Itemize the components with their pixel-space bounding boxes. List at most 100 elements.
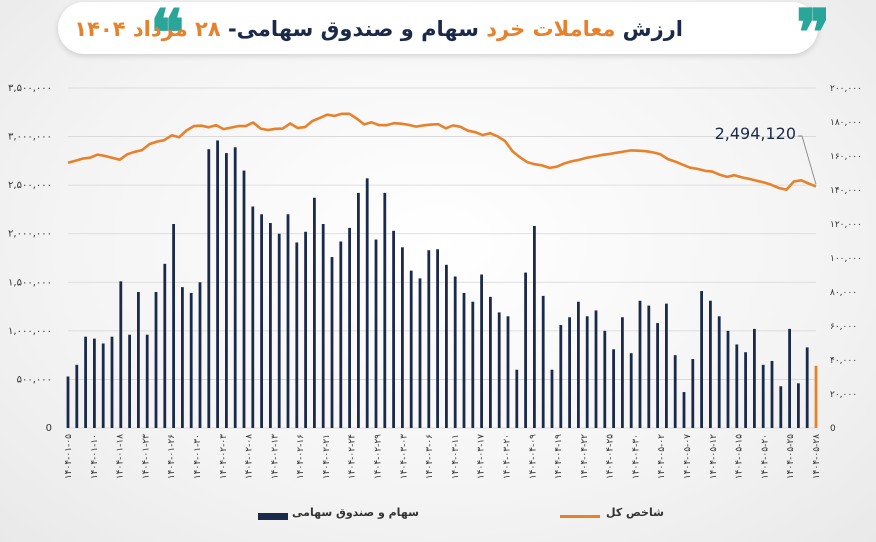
- bar: [251, 206, 255, 428]
- bar: [436, 249, 439, 428]
- legend-bar-swatch: [258, 513, 288, 520]
- x-tick-label: ۱۴۰۴-۰۱-۲۶: [167, 434, 177, 479]
- x-tick-label: ۱۴۰۴-۰۲-۲۹: [374, 434, 384, 479]
- last-index-label: 2,494,120: [715, 124, 796, 143]
- x-tick-label: ۱۴۰۴-۰۵-۲۰: [760, 434, 770, 479]
- x-tick-label: ۱۴۰۴-۰۲-۱۶: [296, 434, 306, 479]
- bar: [260, 214, 263, 428]
- bar: [172, 224, 175, 428]
- x-tick-label: ۱۴۰۴-۰۱-۲۳: [141, 434, 151, 479]
- x-tick-label: ۱۴۰۴-۰۴-۲۲: [580, 434, 590, 479]
- title-part-5: ۱۴۰۴: [74, 17, 126, 41]
- bar: [216, 140, 219, 428]
- bar: [612, 349, 615, 428]
- bar: [348, 227, 351, 428]
- bar: [154, 292, 158, 428]
- y-left-tick-label: ۲,۵۰۰,۰۰۰: [8, 180, 52, 191]
- bar: [550, 369, 554, 428]
- y-right-tick-label: ۲۰,۰۰۰: [830, 390, 857, 400]
- bar: [726, 330, 730, 428]
- bar: [453, 276, 457, 428]
- y-right-tick-label: ۱۲۰,۰۰۰: [830, 220, 862, 230]
- bar: [418, 278, 422, 428]
- y-right-tick-label: ۶۰,۰۰۰: [830, 322, 857, 332]
- bar: [673, 355, 677, 428]
- bar: [313, 197, 316, 428]
- x-tick-label: ۱۴۰۴-۰۳-۱۱: [451, 434, 461, 479]
- x-tick-label: ۱۴۰۴-۰۵-۲۸: [812, 434, 822, 479]
- x-tick-label: ۱۴۰۴-۰۳-۱۷: [477, 434, 487, 479]
- bar: [541, 295, 545, 428]
- y-right-tick-label: 0: [830, 424, 836, 434]
- x-tick-label: ۱۴۰۴-۰۳-۰۶: [425, 434, 435, 479]
- bar: [577, 301, 580, 428]
- bar: [788, 328, 791, 428]
- bar: [489, 296, 492, 428]
- bar: [101, 343, 105, 428]
- bar: [805, 347, 809, 428]
- x-tick-label: ۱۴۰۴-۰۲-۱۳: [270, 434, 280, 479]
- bar: [629, 353, 633, 428]
- bar: [770, 360, 774, 428]
- bar: [357, 192, 360, 428]
- bar: [603, 330, 607, 428]
- bar: [383, 192, 387, 428]
- x-tick-label: ۱۴۰۴-۰۲-۲۱: [322, 434, 332, 479]
- x-tick-label: ۱۴۰۴-۰۲-۰۸: [245, 434, 255, 479]
- bar: [480, 274, 483, 428]
- x-tick-label: ۱۴۰۴-۰۱-۳۰: [193, 434, 203, 479]
- chart-title: ارزش معاملات خرد سهام و صندوق سهامی- ۲۸ …: [74, 12, 683, 46]
- bar: [189, 292, 193, 428]
- bar: [700, 291, 703, 428]
- bar: [269, 223, 272, 428]
- y-right-tick-label: ۴۰,۰۰۰: [830, 356, 857, 366]
- bar: [163, 263, 167, 428]
- y-left-tick-label: ۳,۵۰۰,۰۰۰: [8, 83, 52, 94]
- bar: [682, 392, 686, 428]
- bar: [145, 334, 149, 428]
- x-tick-label: ۱۴۰۴-۰۴-۲۵: [606, 434, 616, 479]
- index-line: [67, 112, 817, 191]
- bar: [233, 147, 237, 428]
- x-tick-label: ۱۴۰۴-۰۵-۱۲: [709, 434, 719, 479]
- bar: [585, 316, 589, 428]
- bar: [207, 149, 211, 428]
- title-part-1: ارزش: [622, 17, 683, 41]
- bar: [594, 310, 598, 428]
- bar: [515, 369, 519, 428]
- bar: [321, 224, 325, 428]
- bar: [110, 336, 114, 428]
- legend-bar-label: سهام و صندوق سهامی: [292, 506, 419, 519]
- annotation-leader: [798, 135, 817, 185]
- bar: [401, 247, 404, 428]
- title-part-3: سهام و صندوق سهامی-: [227, 17, 479, 41]
- bar: [339, 241, 343, 428]
- y-right-tick-label: ۱۴۰,۰۰۰: [830, 186, 862, 196]
- bar: [665, 303, 668, 428]
- bar: [198, 282, 202, 428]
- bar: [814, 365, 818, 428]
- bar: [409, 270, 413, 428]
- x-tick-label: ۱۴۰۴-۰۴-۱۹: [554, 434, 564, 479]
- bar: [709, 300, 712, 428]
- bar: [119, 281, 123, 428]
- bar: [753, 328, 756, 428]
- bar: [735, 344, 739, 428]
- legend-line-swatch: [560, 515, 600, 518]
- x-tick-label: ۱۴۰۴-۰۵-۰۲: [657, 434, 667, 479]
- bar: [277, 233, 281, 428]
- bar: [330, 257, 334, 428]
- bar: [462, 292, 466, 428]
- quote-open-icon: ❝: [150, 0, 185, 71]
- bar: [137, 292, 140, 428]
- y-left-tick-label: ۲,۰۰۰,۰۰۰: [8, 229, 52, 240]
- bar: [225, 153, 228, 429]
- bar: [506, 316, 510, 428]
- bar: [638, 300, 642, 428]
- bar: [84, 336, 87, 428]
- y-left-tick-label: ۱,۰۰۰,۰۰۰: [8, 326, 52, 337]
- y-right-tick-label: ۲۰۰,۰۰۰: [830, 84, 862, 94]
- x-tick-label: ۱۴۰۴-۰۵-۲۵: [786, 434, 796, 479]
- bar: [621, 317, 624, 428]
- x-tick-label: ۱۴۰۴-۰۳-۲۰: [503, 434, 513, 479]
